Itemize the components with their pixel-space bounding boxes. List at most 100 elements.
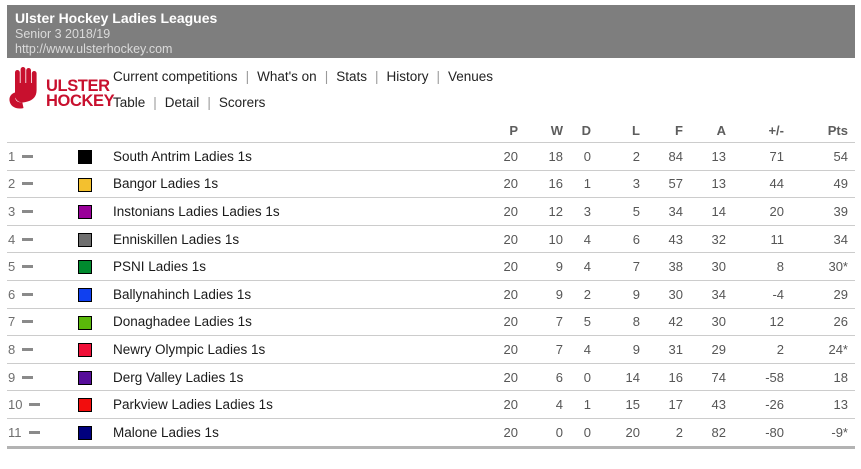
stat-against: 14 bbox=[711, 203, 726, 219]
table-row[interactable]: 8 Newry Olympic Ladies 1s 20 7 4 9 31 29 2 24* bbox=[7, 335, 855, 363]
position: 5 bbox=[8, 259, 16, 275]
stat-drawn: 0 bbox=[583, 148, 591, 164]
stat-won: 0 bbox=[555, 424, 563, 440]
team-name: Derg Valley Ladies 1s bbox=[113, 369, 244, 385]
stat-played: 20 bbox=[503, 369, 518, 385]
table-row[interactable]: 3 Instonians Ladies Ladies 1s 20 12 3 5 34 14 20… bbox=[7, 197, 855, 225]
movement-indicator bbox=[22, 375, 34, 379]
nav-primary: Current competitions | What's on | Stats | His… bbox=[113, 68, 493, 85]
table-row[interactable]: 9 Derg Valley Ladies 1s 20 6 0 14 16 74 -58 18 bbox=[7, 362, 855, 391]
stat-points: 39 bbox=[833, 203, 848, 219]
stat-played: 20 bbox=[503, 176, 518, 192]
nav-item-venues[interactable]: Venues bbox=[448, 69, 494, 84]
stat-lost: 5 bbox=[632, 203, 640, 219]
stat-lost: 3 bbox=[632, 176, 640, 192]
stat-goal-diff: 8 bbox=[776, 259, 784, 275]
nav-secondary: Table | Detail | Scorers bbox=[113, 94, 493, 111]
movement-indicator bbox=[22, 347, 34, 351]
team-color-swatch bbox=[78, 232, 92, 247]
table-row[interactable]: 10 Parkview Ladies Ladies 1s 20 4 1 15 17 43 -26… bbox=[7, 390, 855, 418]
table-row[interactable]: 6 Ballynahinch Ladies 1s 20 9 2 9 30 34 -4 29 bbox=[7, 279, 855, 308]
table-row[interactable]: 1 South Antrim Ladies 1s 20 18 0 2 84 13 71 54 bbox=[7, 142, 855, 170]
team-color-swatch bbox=[78, 260, 92, 275]
stat-goal-diff: 2 bbox=[776, 341, 784, 357]
table-row[interactable]: 5 PSNI Ladies 1s 20 9 4 7 38 30 8 30* bbox=[7, 252, 855, 280]
stat-points: 13 bbox=[833, 397, 848, 413]
column-header-p: P bbox=[509, 122, 518, 138]
team-color-swatch bbox=[78, 177, 92, 192]
position: 4 bbox=[8, 231, 16, 247]
nav-item-scorers[interactable]: Scorers bbox=[218, 95, 266, 110]
stat-for: 38 bbox=[668, 259, 683, 275]
movement-indicator bbox=[22, 154, 34, 158]
page-title: Ulster Hockey Ladies Leagues bbox=[15, 10, 218, 26]
movement-indicator bbox=[22, 237, 34, 241]
stat-against: 32 bbox=[711, 231, 726, 247]
nav-item-history[interactable]: History bbox=[386, 69, 429, 84]
team-color-swatch bbox=[78, 150, 92, 165]
column-header-d: D bbox=[581, 122, 591, 138]
stat-lost: 20 bbox=[625, 424, 640, 440]
stat-drawn: 0 bbox=[583, 369, 591, 385]
column-header-a: A bbox=[716, 122, 726, 138]
nav-item-what-s-on[interactable]: What's on bbox=[257, 69, 317, 84]
stat-drawn: 1 bbox=[583, 176, 591, 192]
page-url: http://www.ulsterhockey.com bbox=[15, 42, 173, 56]
table-row[interactable]: 7 Donaghadee Ladies 1s 20 7 5 8 42 30 12 26 bbox=[7, 307, 855, 336]
stat-for: 30 bbox=[668, 286, 683, 302]
movement-indicator bbox=[28, 430, 40, 434]
stat-lost: 8 bbox=[632, 314, 640, 330]
column-header-pts: Pts bbox=[827, 122, 848, 138]
logo-line2: HOCKEY bbox=[46, 91, 115, 110]
team-name: Enniskillen Ladies 1s bbox=[113, 231, 240, 247]
table-row[interactable]: 11 Malone Ladies 1s 20 0 0 20 2 82 -80 -9* bbox=[7, 417, 855, 446]
nav-item-current-competitions[interactable]: Current competitions bbox=[113, 69, 238, 84]
column-header-f: F bbox=[675, 122, 683, 138]
stat-goal-diff: -80 bbox=[765, 424, 784, 440]
stat-against: 82 bbox=[711, 424, 726, 440]
stat-goal-diff: 20 bbox=[769, 203, 784, 219]
ulster-hockey-logo[interactable]: ULSTER HOCKEY bbox=[8, 66, 115, 112]
team-color-swatch bbox=[78, 315, 92, 330]
stat-drawn: 5 bbox=[583, 314, 591, 330]
stat-played: 20 bbox=[503, 148, 518, 164]
stat-goal-diff: 11 bbox=[770, 231, 785, 247]
logo-wordmark: ULSTER HOCKEY bbox=[46, 78, 115, 110]
table-row[interactable]: 2 Bangor Ladies 1s 20 16 1 3 57 13 44 49 bbox=[7, 169, 855, 198]
team-name: Newry Olympic Ladies 1s bbox=[113, 341, 266, 357]
stat-lost: 2 bbox=[632, 148, 640, 164]
stat-points: 26 bbox=[833, 314, 848, 330]
team-name: Bangor Ladies 1s bbox=[113, 176, 219, 192]
team-name: Malone Ladies 1s bbox=[113, 424, 219, 440]
team-name: Parkview Ladies Ladies 1s bbox=[113, 397, 273, 413]
nav-item-table[interactable]: Table bbox=[113, 95, 146, 110]
stat-against: 30 bbox=[711, 314, 726, 330]
stat-won: 9 bbox=[555, 286, 563, 302]
movement-indicator bbox=[22, 209, 34, 213]
stat-won: 7 bbox=[555, 314, 563, 330]
table-header-row: P W D L F A +/- Pts bbox=[7, 118, 855, 142]
position: 7 bbox=[8, 314, 16, 330]
movement-indicator bbox=[22, 292, 34, 296]
nav-item-stats[interactable]: Stats bbox=[336, 69, 367, 84]
nav-separator: | bbox=[436, 69, 441, 84]
stat-won: 16 bbox=[548, 176, 563, 192]
main-navigation: Current competitions | What's on | Stats | His… bbox=[113, 68, 493, 120]
team-color-swatch bbox=[78, 426, 92, 441]
red-hand-icon bbox=[9, 67, 37, 109]
stat-points: 29 bbox=[833, 286, 848, 302]
position: 2 bbox=[8, 176, 16, 192]
stat-lost: 7 bbox=[632, 259, 640, 275]
nav-item-detail[interactable]: Detail bbox=[164, 95, 200, 110]
stat-goal-diff: -26 bbox=[765, 397, 784, 413]
page-subtitle: Senior 3 2018/19 bbox=[15, 27, 111, 41]
table-row[interactable]: 4 Enniskillen Ladies 1s 20 10 4 6 43 32 11 34 bbox=[7, 224, 855, 253]
stat-points: 24* bbox=[828, 341, 848, 357]
stat-won: 7 bbox=[555, 341, 563, 357]
stat-for: 42 bbox=[668, 314, 683, 330]
movement-indicator bbox=[22, 182, 34, 186]
position: 6 bbox=[8, 286, 16, 302]
stat-for: 17 bbox=[668, 397, 683, 413]
stat-for: 84 bbox=[668, 148, 683, 164]
stat-lost: 9 bbox=[632, 286, 640, 302]
